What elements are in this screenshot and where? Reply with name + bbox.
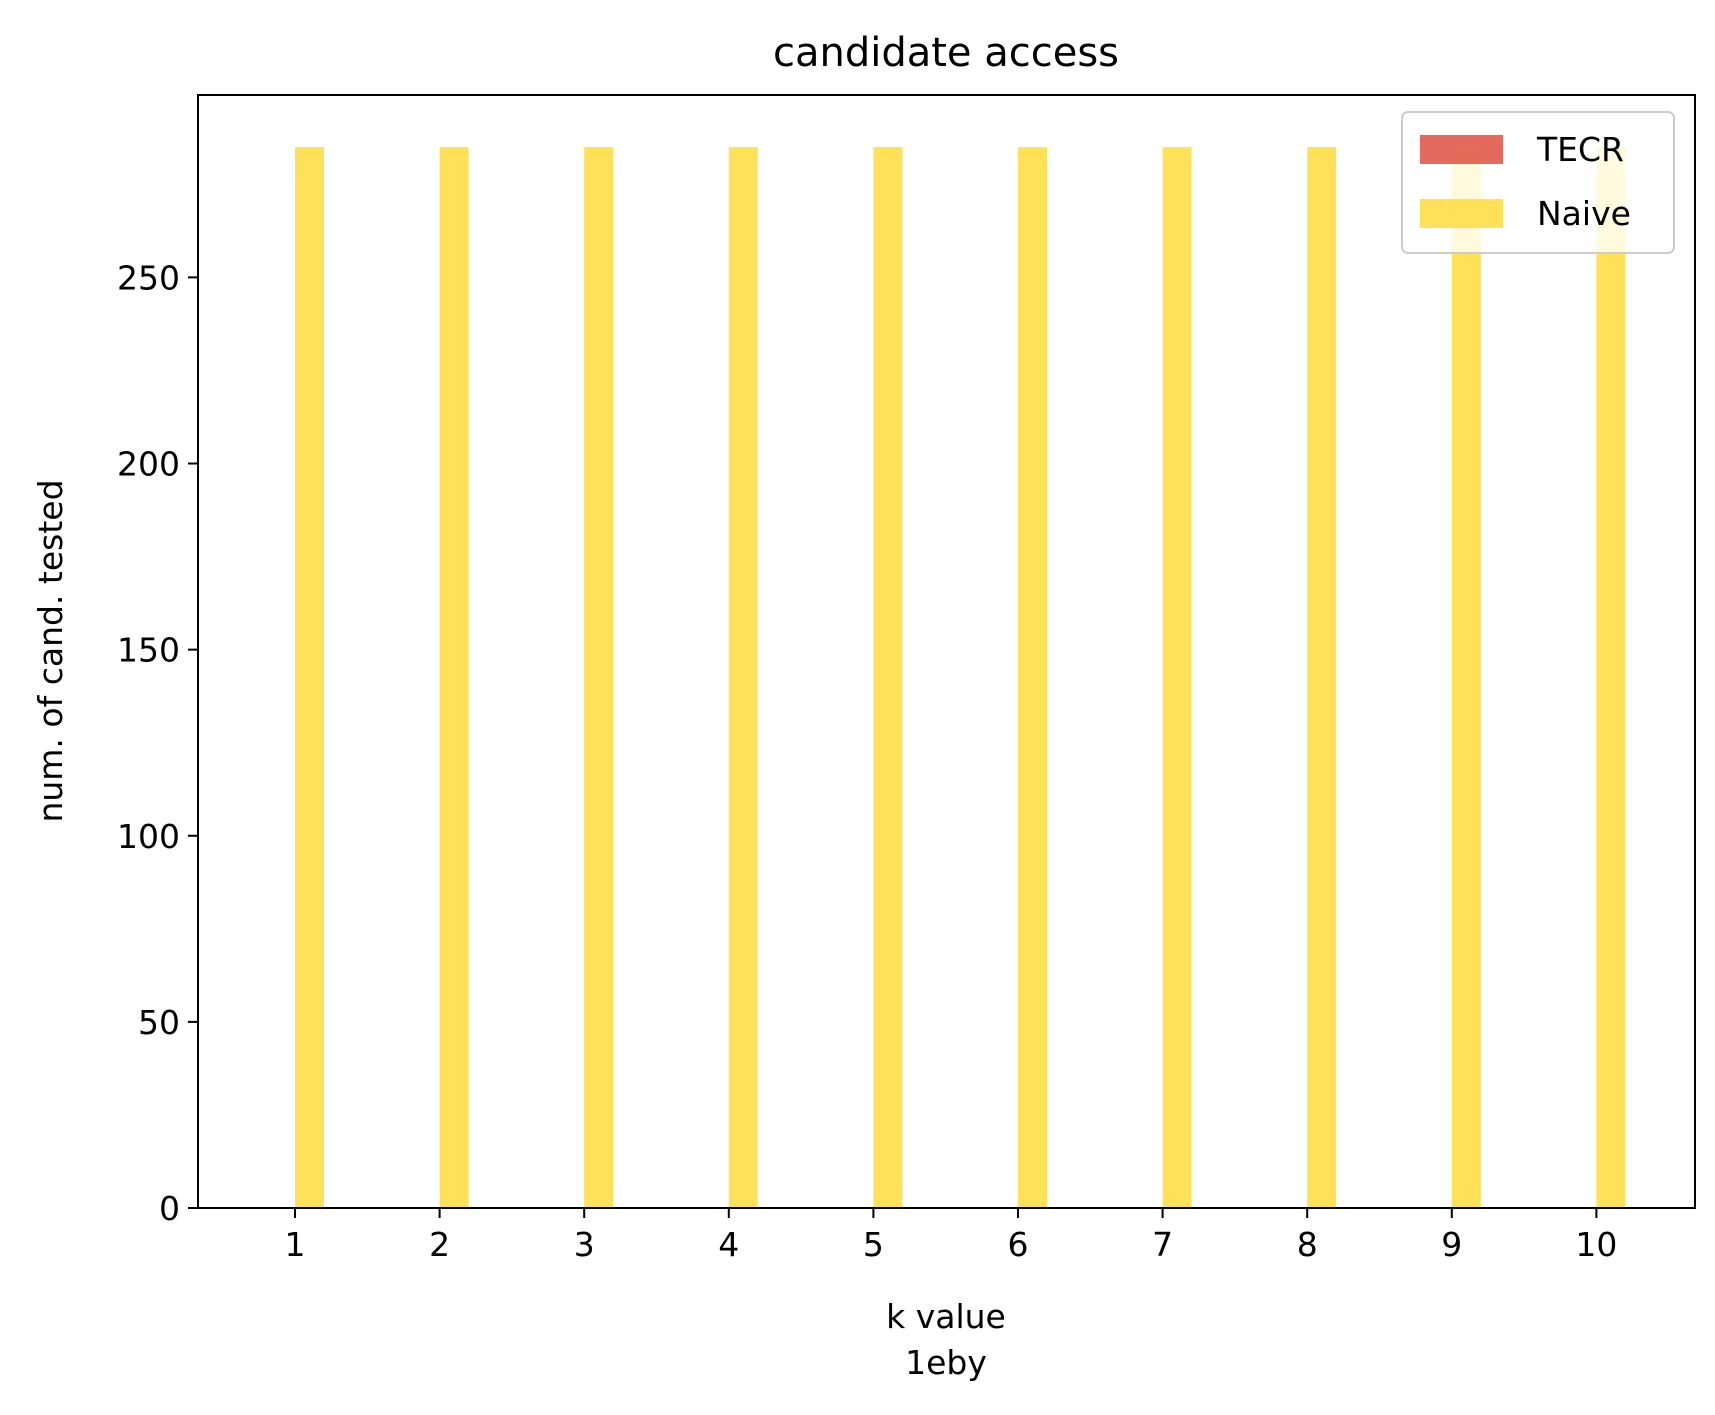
bar-naive-2 [439,147,469,1209]
y-tick-label-100: 100 [117,817,180,856]
y-tick-label-200: 200 [117,445,180,484]
y-tick-label-250: 250 [117,258,180,297]
legend-swatch-naive [1420,199,1503,228]
legend-swatch-tecr [1420,135,1503,164]
bar-naive-1 [295,147,324,1209]
bar-naive-5 [873,147,903,1209]
bar-naive-10 [1596,147,1626,1209]
legend-label-tecr: TECR [1536,130,1624,169]
x-tick-label-9: 9 [1441,1225,1462,1264]
bar-naive-9 [1451,147,1481,1209]
plot-area-frame [197,94,1696,1209]
y-tick-label-150: 150 [117,631,180,670]
legend: TECR Naive [1401,111,1675,254]
bars-layer [295,147,1626,1209]
y-tick-label-0: 0 [159,1189,180,1228]
x-tick-label-7: 7 [1152,1225,1173,1264]
bar-naive-3 [584,147,614,1209]
x-axis-sublabel: 1eby [905,1343,987,1382]
bar-naive-8 [1307,147,1337,1209]
chart-title: candidate access [773,30,1119,76]
legend-label-naive: Naive [1537,194,1631,233]
x-tick-label-5: 5 [863,1225,884,1264]
x-axis-ticks: 1 2 3 4 5 6 7 8 9 10 [285,1208,1617,1264]
x-tick-label-8: 8 [1297,1225,1318,1264]
x-tick-label-3: 3 [574,1225,595,1264]
x-tick-label-2: 2 [429,1225,450,1264]
bar-naive-7 [1162,147,1192,1209]
bar-naive-6 [1018,147,1047,1209]
y-tick-label-50: 50 [138,1003,180,1042]
y-axis-ticks: 0 50 100 150 200 250 [117,258,198,1228]
y-axis-label: num. of cand. tested [31,479,70,822]
bar-naive-4 [728,147,758,1209]
x-tick-label-4: 4 [718,1225,739,1264]
x-tick-label-6: 6 [1008,1225,1029,1264]
x-axis-label: k value [886,1297,1006,1336]
x-tick-label-1: 1 [285,1225,306,1264]
legend-items: TECR Naive [1420,130,1631,233]
x-tick-label-10: 10 [1575,1225,1617,1264]
